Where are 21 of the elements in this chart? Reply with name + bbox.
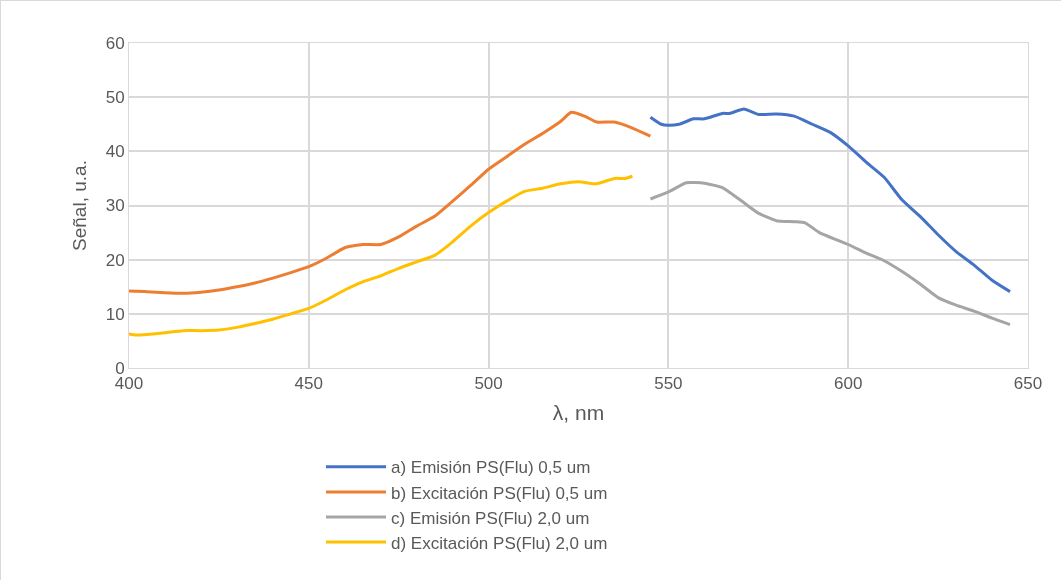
y-tick-label: 30 bbox=[105, 196, 125, 216]
x-tick-label: 600 bbox=[834, 374, 863, 394]
y-tick-label: 60 bbox=[105, 33, 125, 53]
legend-label: c) Emisión PS(Flu) 2,0 um bbox=[391, 508, 590, 528]
y-tick-label: 50 bbox=[105, 88, 125, 108]
x-tick-label: 650 bbox=[1013, 374, 1043, 394]
y-tick-label: 10 bbox=[105, 304, 125, 324]
x-tick-label: 450 bbox=[294, 374, 323, 394]
y-tick-label: 40 bbox=[105, 142, 125, 162]
legend-label: b) Excitación PS(Flu) 0,5 um bbox=[391, 483, 608, 503]
y-tick-label: 20 bbox=[105, 250, 125, 270]
line-series bbox=[129, 174, 634, 337]
legend-label: d) Excitación PS(Flu) 2,0 um bbox=[391, 533, 608, 553]
x-tick-label: 500 bbox=[474, 374, 503, 394]
line-series bbox=[648, 181, 1012, 327]
line-series bbox=[129, 110, 652, 295]
y-axis-title: Señal, u.a. bbox=[68, 160, 90, 251]
x-tick-label: 550 bbox=[654, 374, 683, 394]
x-axis-title: λ, nm bbox=[552, 400, 605, 424]
line-series bbox=[648, 107, 1012, 294]
legend-label: a) Emisión PS(Flu) 0,5 um bbox=[391, 458, 591, 478]
